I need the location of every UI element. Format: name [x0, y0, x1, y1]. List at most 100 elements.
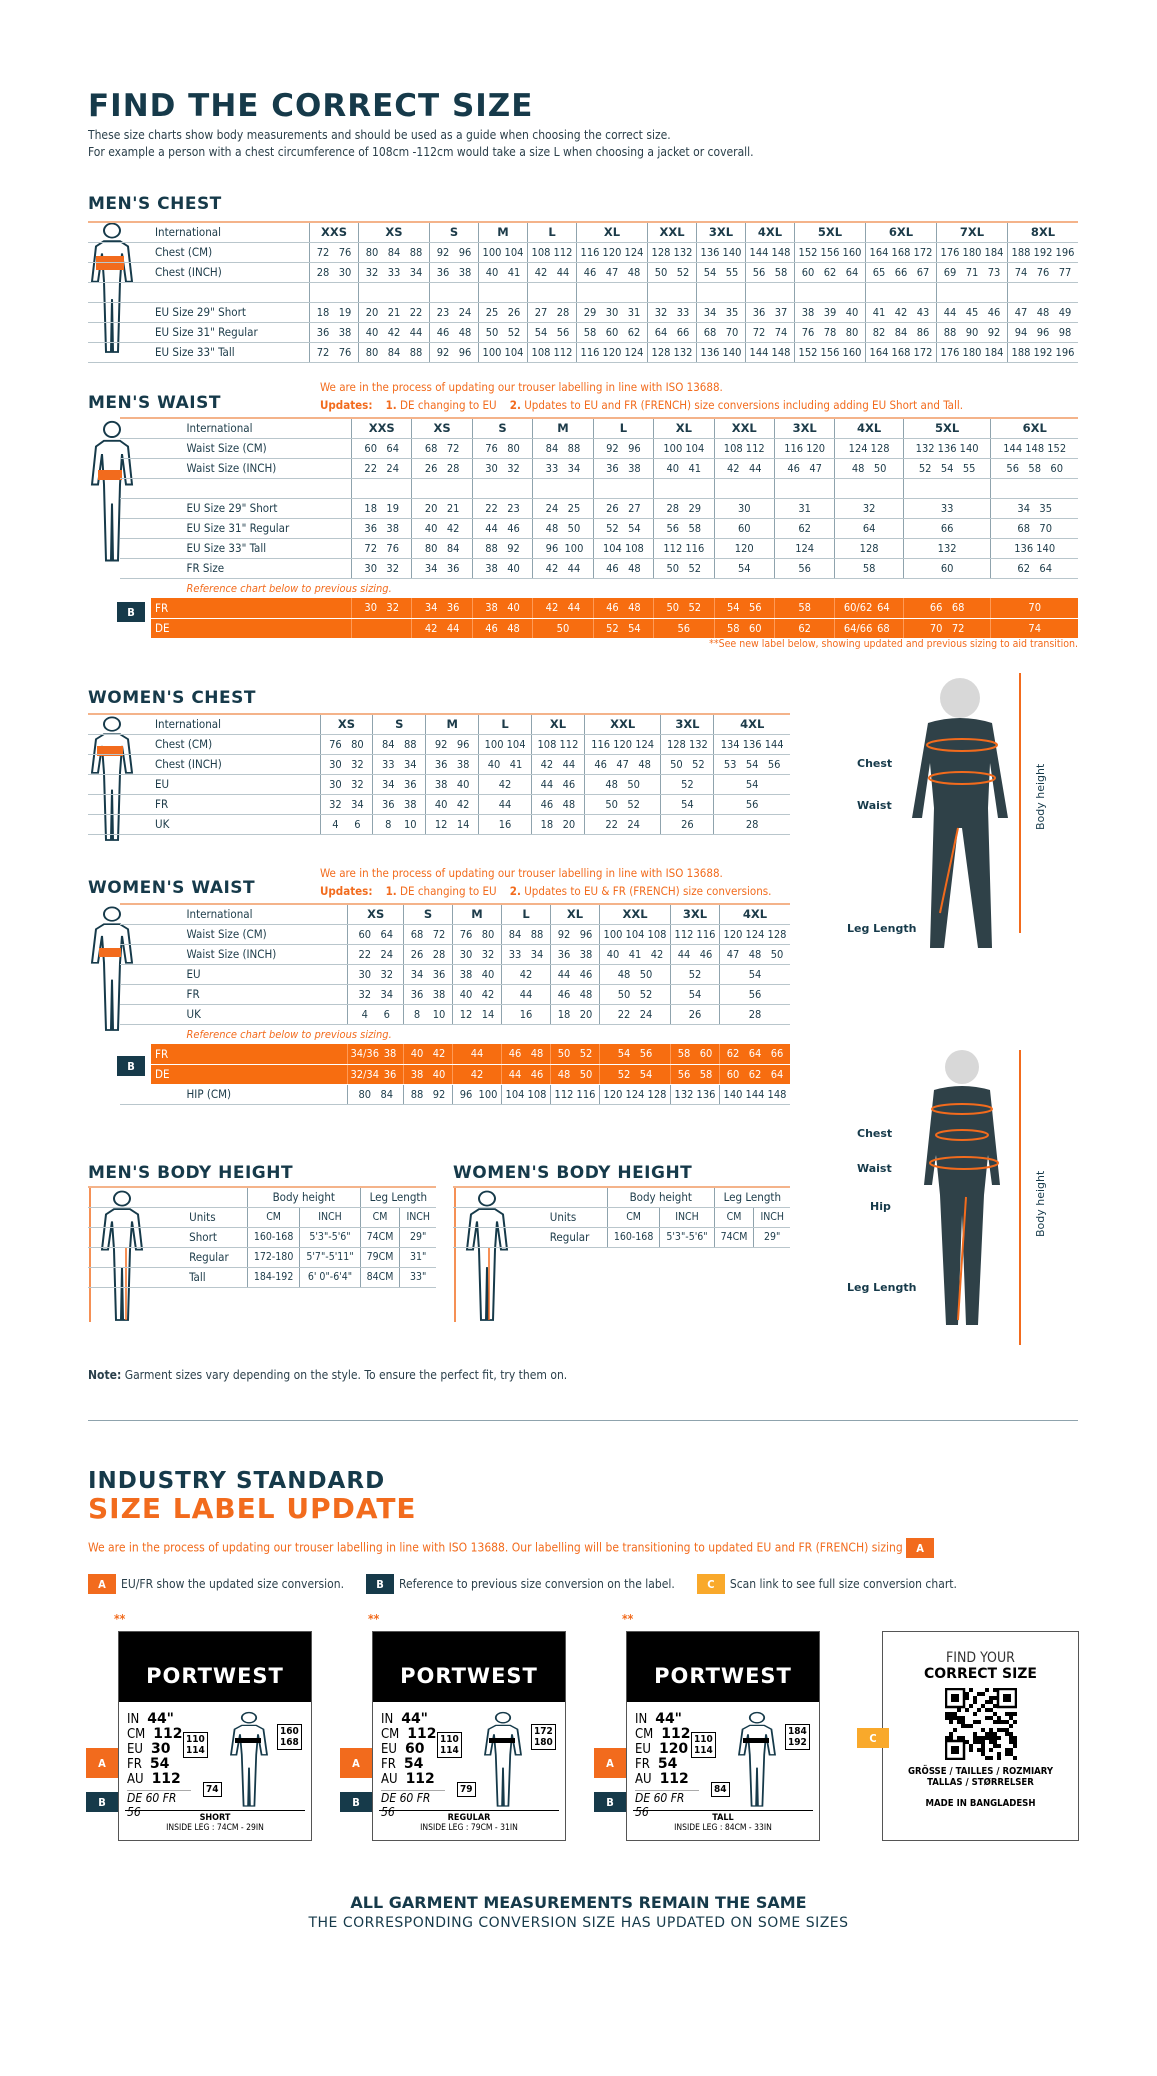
cell-value: 124 — [848, 441, 868, 455]
cell-value: 36 — [316, 325, 330, 339]
cell-value: 46 — [594, 757, 607, 771]
spacer — [543, 1187, 608, 1208]
qr-code-icon[interactable] — [944, 1688, 1017, 1760]
cell-value: 48 — [530, 1047, 544, 1061]
cell-value: 33 — [508, 947, 522, 961]
cell-value: 58 — [583, 325, 597, 339]
cell-value: 40 — [666, 461, 680, 475]
size-group-cell — [990, 478, 1078, 499]
size-group-cell: 44 — [452, 1044, 502, 1065]
cell-value: 74CM — [359, 1227, 400, 1248]
size-header: XXL — [583, 714, 661, 735]
size-group-cell: 108 112 — [713, 438, 775, 459]
intro-line-2: For example a person with a chest circum… — [88, 145, 754, 159]
cell-value: 34 — [424, 601, 438, 615]
cell-value: 104 — [685, 441, 705, 455]
cell-value: 100 — [663, 441, 683, 455]
cell-value: 22 — [485, 501, 498, 515]
cell-value: 168 — [891, 245, 911, 259]
table-row: Tall 184-192 6' 0"-6'4" 84CM 33" — [88, 1267, 436, 1288]
size-header: M — [425, 714, 479, 735]
size-header: XS — [347, 904, 404, 925]
cell-value: 140 — [723, 1087, 743, 1101]
cell-value: 46 — [540, 797, 554, 811]
cell-value: 132 — [688, 737, 708, 751]
cell-value: 60 — [1050, 461, 1063, 475]
cell-value: 148 — [771, 245, 791, 259]
page-title: FIND THE CORRECT SIZE — [88, 88, 534, 124]
badge-b: B — [117, 602, 145, 622]
cell-value: 108 — [723, 441, 743, 455]
cell-value: 104 — [504, 345, 524, 359]
cell-value: 22 — [364, 461, 377, 475]
size-group-cell: 33 34 — [501, 944, 551, 965]
row-label: FR — [119, 984, 348, 1005]
cell-value: 38 — [459, 967, 473, 981]
size-group-cell: 34 36 — [411, 558, 473, 579]
size-group-cell — [653, 478, 715, 499]
cell-value: 62 — [798, 521, 811, 535]
inside-leg: INSIDE LEG : 84CM - 33IN — [674, 1823, 772, 1833]
spacer — [453, 1207, 544, 1228]
size-group-cell: 46 48 — [471, 618, 533, 639]
size-group-cell: 36 38 — [592, 458, 654, 479]
cell-value: 180 — [962, 245, 982, 259]
cell-value: 58 — [677, 1047, 691, 1061]
cell-value: 5'3"-5'6" — [659, 1227, 715, 1248]
cell-value: 52 — [606, 621, 619, 635]
cell-value: 134 — [720, 737, 740, 751]
cell-value: 60 — [358, 927, 372, 941]
size-group-cell: 36 38 — [403, 984, 453, 1005]
cell-value: 96 — [1036, 325, 1050, 339]
size-group-cell: 36 38 — [550, 944, 600, 965]
size-group-cell: 52 — [670, 964, 720, 985]
cell-value: 41 — [688, 461, 702, 475]
cell-value: 46 — [606, 601, 619, 615]
label-value-row: CM 112 — [381, 1727, 437, 1743]
legend-a: A EU/FR show the updated size conversion. — [88, 1574, 344, 1594]
size-group-cell: 47 48 50 — [719, 944, 790, 965]
size-group-cell: 44 46 — [471, 518, 533, 539]
unit: INCH — [399, 1207, 436, 1228]
row-label: EU — [88, 774, 320, 795]
size-header: XXL — [647, 222, 697, 243]
table-row: FR 32 34 36 38 40 42 44 46 48 50 52 54 56 — [119, 984, 790, 1005]
size-group-cell: 74 76 77 — [1007, 262, 1078, 283]
industry-standard-heading: INDUSTRY STANDARD — [88, 1468, 386, 1494]
size-table: International XS S M L XL XXL 3XL 4XL Chest (CM) 7… — [88, 713, 790, 835]
size-group-cell — [532, 478, 594, 499]
size-group-cell: 22 24 — [599, 1004, 671, 1025]
cell-value: 34 — [351, 797, 364, 811]
cell-value: 68 — [1017, 521, 1030, 535]
size-group-cell: 188 192 196 — [1007, 342, 1078, 363]
cell-value: 72 — [316, 245, 330, 259]
unit: INCH — [299, 1207, 361, 1228]
size-group-cell: 100 104 — [478, 342, 528, 363]
cell-value: 164 — [869, 345, 889, 359]
cell-value: 70 — [1039, 521, 1052, 535]
cell-value: 108 — [647, 927, 667, 941]
size-header: L — [592, 418, 654, 439]
cell-value: 70 — [929, 621, 943, 635]
cell-value: 33 — [382, 757, 395, 771]
row-label: EU Size 33" Tall — [119, 538, 352, 559]
table-row: Chest (INCH) 28 30 32 33 34 36 38 40 41 42 44 46 47 48… — [88, 262, 1078, 283]
size-group-cell: 68 70 — [696, 322, 746, 343]
cell-value: 66 — [940, 521, 954, 535]
size-group-cell: 176 180 184 — [936, 342, 1008, 363]
size-group-cell: 128 132 — [647, 342, 697, 363]
size-group-cell: 38 40 — [425, 774, 479, 795]
cell-value: 80 — [507, 441, 520, 455]
size-group-cell: 64 66 — [647, 322, 697, 343]
table-row: DE 32/34 36 38 40 42 44 46 48 50 52 54 56 58 60 62 64 — [87, 1064, 790, 1085]
size-group-cell: 46 48 — [550, 984, 600, 1005]
size-group-cell: 112 116 — [653, 538, 715, 559]
size-group-cell: 42 44 — [411, 618, 473, 639]
size-group-cell: 188 192 196 — [1007, 242, 1078, 263]
row-label: Chest (INCH) — [88, 262, 310, 283]
mens-waist-footnote: **See new label below, showing updated a… — [709, 638, 1078, 650]
cell-value: 60 — [364, 441, 377, 455]
cell-value: 44 — [446, 621, 460, 635]
leg-box: 84 — [711, 1782, 730, 1797]
